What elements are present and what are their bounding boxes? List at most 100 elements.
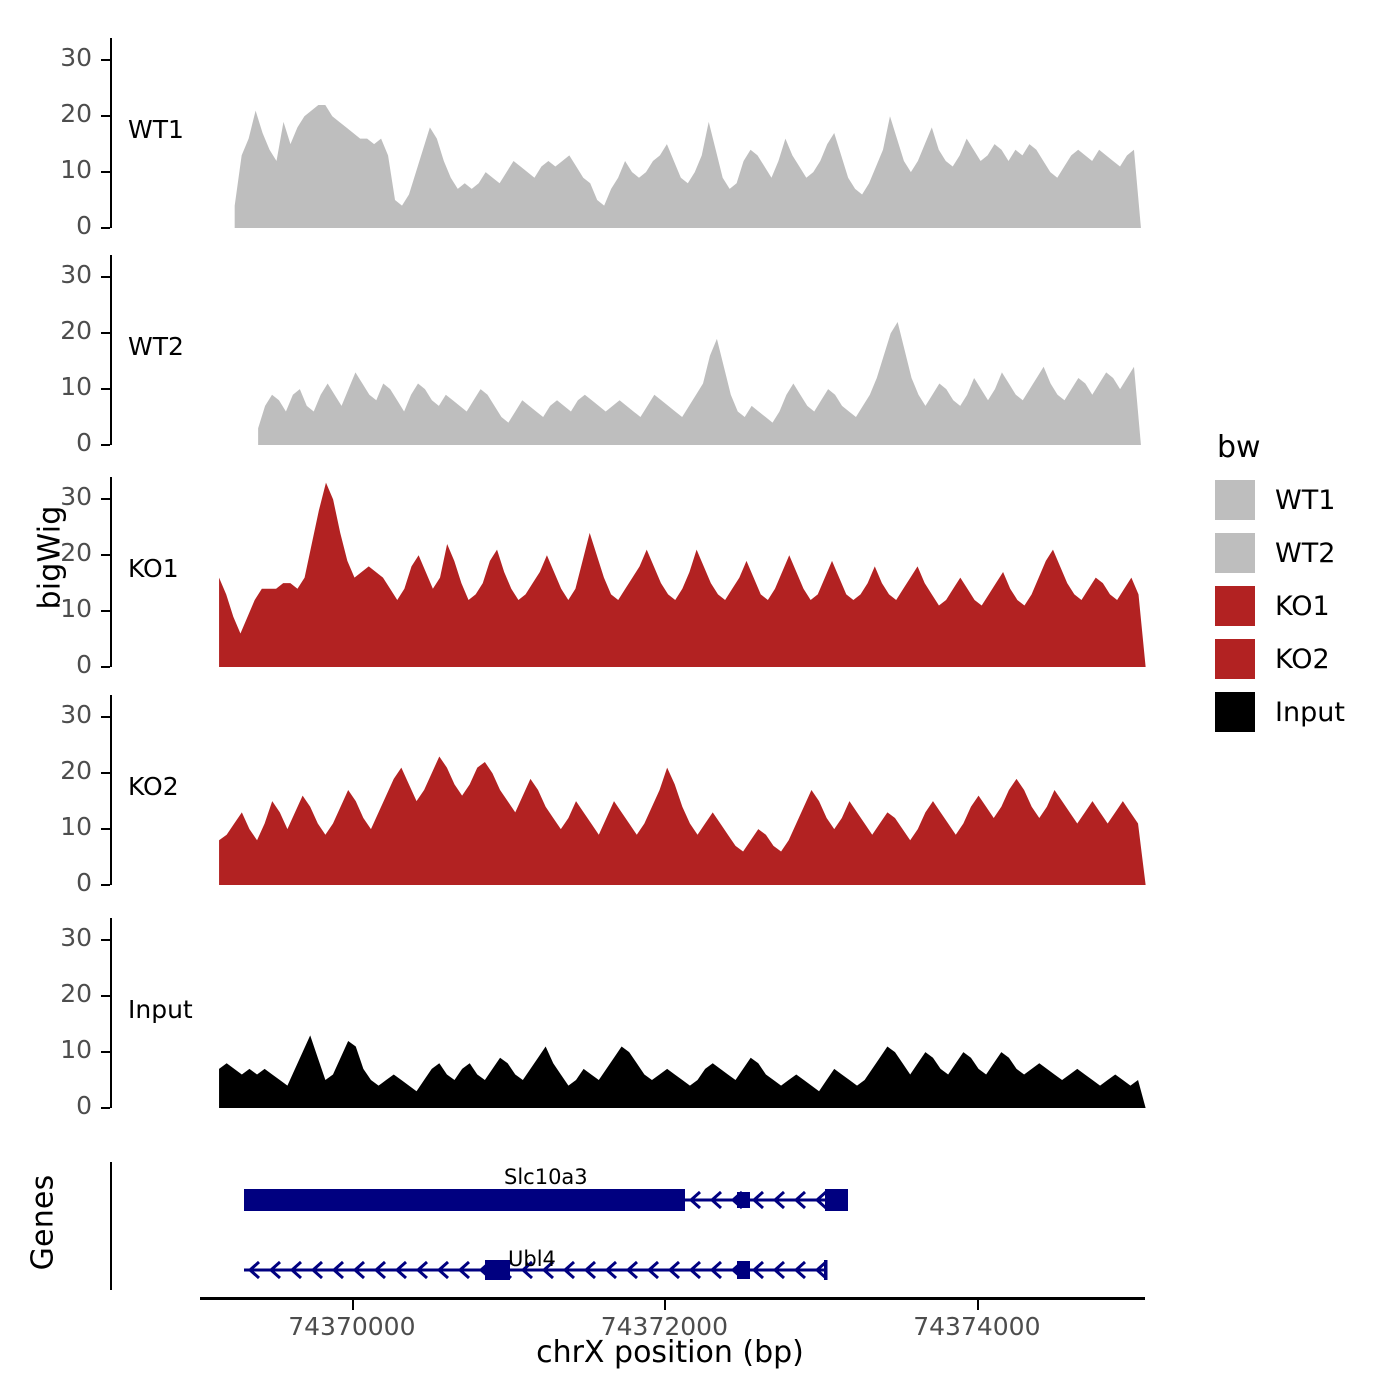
y-axis-tick-label: 0 (76, 868, 92, 897)
y-axis-tick (101, 1107, 110, 1109)
y-axis-tick-label: 10 (60, 1035, 92, 1065)
wig-svg (219, 1035, 1146, 1108)
y-axis-tick-label: 30 (60, 43, 92, 73)
y-axis-tick-label: 30 (60, 260, 92, 290)
plot-area-ko2 (180, 695, 1180, 885)
y-axis-tick (101, 939, 110, 942)
gene-ubl4[interactable] (244, 1260, 828, 1280)
legend-label: WT1 (1275, 484, 1336, 516)
y-axis-line (110, 38, 112, 228)
y-axis-tick-label: 30 (60, 482, 92, 512)
y-axis-tick-label: 10 (60, 812, 92, 842)
y-axis-tick-label: 0 (76, 650, 92, 679)
legend-title: bw (1217, 430, 1261, 465)
legend-item-ko1[interactable]: KO1 (1215, 586, 1330, 626)
track-panel-ko1: 0 10 20 30 KO1 (0, 477, 1180, 681)
y-axis-tick (101, 227, 110, 229)
gene-slc10a3[interactable] (244, 1189, 848, 1211)
genes-svg (244, 1189, 848, 1280)
wig-svg (234, 105, 1141, 228)
y-axis-tick-label: 10 (60, 372, 92, 402)
wig-svg (219, 756, 1146, 885)
y-axis-tick-label: 0 (76, 1091, 92, 1120)
legend-swatch (1215, 692, 1255, 732)
track-panel-ko2: 0 10 20 30 KO2 (0, 695, 1180, 899)
legend: bw WT1 WT2 KO1 KO2 Input (1215, 430, 1400, 732)
wig-area (258, 322, 1141, 445)
y-axis-line (110, 695, 112, 885)
track-panel-input: 0 10 20 30 Input (0, 918, 1180, 1122)
y-axis-tick (101, 59, 110, 62)
wig-area (219, 756, 1146, 885)
legend-item-wt1[interactable]: WT1 (1215, 480, 1335, 520)
track-label-wt2: WT2 (128, 332, 184, 361)
legend-label: Input (1275, 696, 1345, 728)
y-axis-line (110, 255, 112, 445)
y-axis-tick (101, 554, 110, 557)
y-axis-tick (101, 610, 110, 613)
plot-area-input (180, 918, 1180, 1108)
y-axis-tick-label: 20 (60, 538, 92, 568)
legend-item-ko2[interactable]: KO2 (1215, 639, 1330, 679)
legend-swatch (1215, 586, 1255, 626)
track-label-wt1: WT1 (128, 115, 184, 144)
y-axis-tick-label: 20 (60, 979, 92, 1009)
x-axis-tick (664, 1299, 667, 1310)
gene-label-ubl4: Ubl4 (508, 1247, 556, 1271)
track-label-ko1: KO1 (128, 554, 179, 583)
y-axis-tick (101, 772, 110, 775)
track-panel-wt1: 0 10 20 30 WT1 (0, 38, 1180, 242)
y-axis-tick-label: 20 (60, 756, 92, 786)
x-axis-tick (976, 1299, 979, 1310)
plot-area-ko1 (180, 477, 1180, 667)
y-axis-tick (101, 115, 110, 118)
y-axis-tick (101, 388, 110, 391)
y-axis-tick (101, 171, 110, 174)
legend-swatch (1215, 533, 1255, 573)
x-axis-tick (351, 1299, 354, 1310)
y-axis-tick-label: 10 (60, 594, 92, 624)
y-axis-tick-label: 20 (60, 99, 92, 129)
wig-area (234, 105, 1141, 228)
gene-label-slc10a3: Slc10a3 (504, 1165, 588, 1189)
legend-label: KO2 (1275, 643, 1330, 675)
y-axis-tick-label: 30 (60, 923, 92, 953)
plot-area-wt1 (180, 38, 1180, 228)
y-axis-tick-label: 0 (76, 428, 92, 457)
x-axis-tick-label: 74372000 (600, 1312, 728, 1341)
legend-label: KO1 (1275, 590, 1330, 622)
legend-item-wt2[interactable]: WT2 (1215, 533, 1335, 573)
y-axis-tick (101, 666, 110, 668)
y-axis-tick (101, 884, 110, 886)
y-axis-tick (101, 332, 110, 335)
y-axis-tick (101, 498, 110, 501)
genes-axis-line (110, 1162, 112, 1290)
genes-plot-area (180, 1150, 1180, 1300)
y-axis-tick-label: 20 (60, 316, 92, 346)
wig-area (219, 1035, 1146, 1108)
y-axis-tick (101, 1051, 110, 1054)
legend-item-input[interactable]: Input (1215, 692, 1345, 732)
plot-area-wt2 (180, 255, 1180, 445)
y-axis-tick (101, 828, 110, 831)
wig-svg (219, 482, 1146, 667)
legend-swatch (1215, 639, 1255, 679)
genes-panel: Slc10a3 Ubl4 (0, 1150, 1180, 1300)
y-axis-tick-label: 30 (60, 700, 92, 730)
x-axis-title: chrX position (bp) (536, 1335, 804, 1370)
track-label-ko2: KO2 (128, 772, 179, 801)
y-axis-tick (101, 995, 110, 998)
y-axis-tick (101, 716, 110, 719)
y-axis-line (110, 918, 112, 1108)
wig-svg (258, 322, 1141, 445)
track-panel-wt2: 0 10 20 30 WT2 (0, 255, 1180, 459)
x-axis-line (200, 1297, 1145, 1300)
y-axis-tick (101, 276, 110, 279)
y-axis-tick-label: 0 (76, 211, 92, 240)
x-axis-tick-label: 74370000 (288, 1312, 416, 1341)
y-axis-line (110, 477, 112, 667)
x-axis-tick-label: 74374000 (913, 1312, 1041, 1341)
legend-label: WT2 (1275, 537, 1336, 569)
legend-swatch (1215, 480, 1255, 520)
